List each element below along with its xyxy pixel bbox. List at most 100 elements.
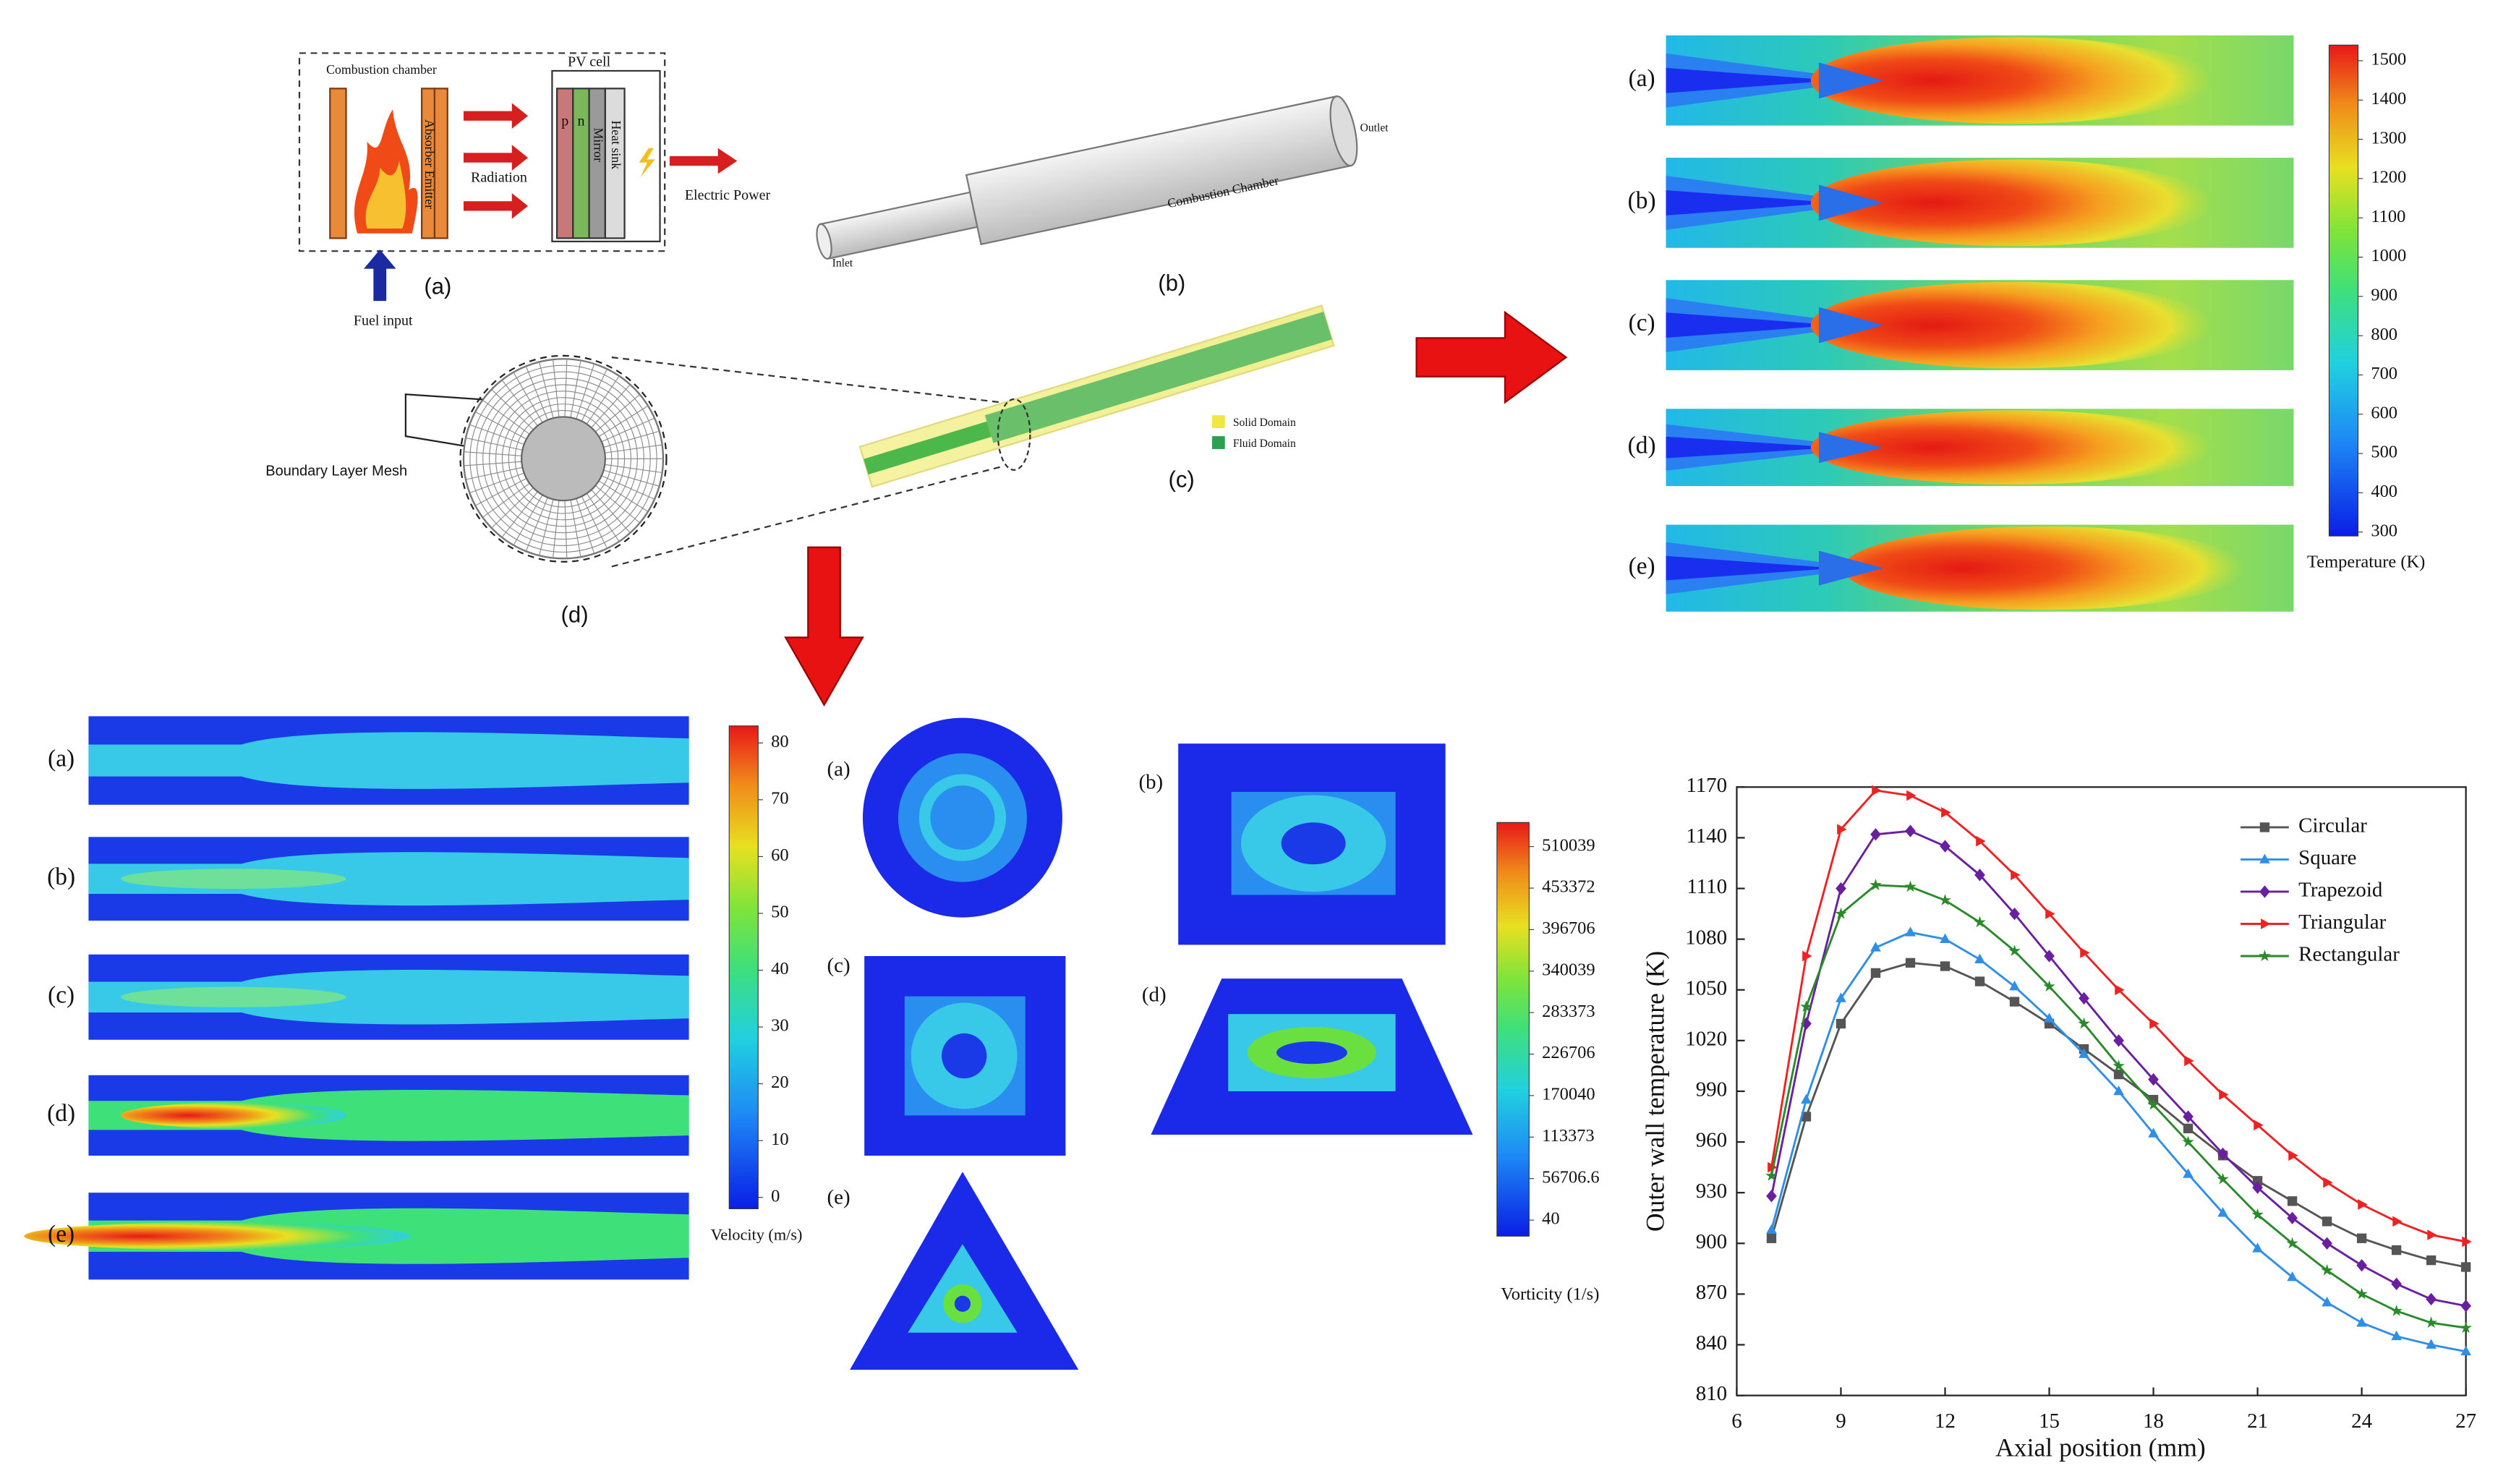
mesh-spoke xyxy=(465,466,523,480)
label: n xyxy=(577,114,584,129)
mesh-spoke xyxy=(605,444,662,453)
panel-label: (d) xyxy=(561,602,589,628)
mesh-spoke xyxy=(501,491,538,538)
marker xyxy=(1836,1018,1846,1029)
marker xyxy=(2252,1242,2263,1253)
mesh-boundary xyxy=(459,354,668,563)
marker xyxy=(1800,1000,1812,1012)
marker xyxy=(2358,1199,2368,1210)
mirror-layer xyxy=(588,88,606,239)
marker xyxy=(2460,1300,2471,1313)
dashed-box xyxy=(298,52,666,252)
section xyxy=(1276,1041,1347,1065)
mesh: Boundary Layer Mesh (d) xyxy=(265,354,1031,628)
series xyxy=(1768,785,2472,1248)
marker xyxy=(2043,980,2055,992)
shape xyxy=(864,421,992,475)
mesh-spoke xyxy=(469,472,524,494)
cold-core xyxy=(1666,189,1836,216)
marker xyxy=(1940,961,1951,971)
section xyxy=(1281,822,1346,865)
colorbar-tick-label: 60 xyxy=(771,845,788,865)
label: Electric Power xyxy=(685,187,771,203)
label: Fuel input xyxy=(354,313,413,329)
colorbar-tick-label: 453372 xyxy=(1542,877,1595,897)
flow-core xyxy=(88,852,689,906)
mesh-spoke xyxy=(469,424,524,445)
marker xyxy=(1974,869,1985,882)
legend-label: Trapezoid xyxy=(2298,879,2383,902)
colorbar-tick-label: 340039 xyxy=(1542,960,1595,979)
marker xyxy=(1837,824,1847,835)
marker xyxy=(1905,958,1916,968)
label: PV cell xyxy=(568,54,611,69)
flame xyxy=(1810,37,2214,124)
marker xyxy=(1976,835,1986,847)
radiation-arrows xyxy=(464,103,738,219)
marker xyxy=(2182,1135,2194,1148)
mesh-spoke xyxy=(491,389,534,430)
velocity-colorbar xyxy=(728,725,759,1209)
marker xyxy=(2115,984,2125,996)
marker xyxy=(1766,1233,1777,1243)
section-label: (a) xyxy=(827,758,850,781)
marker xyxy=(2426,1339,2437,1349)
velocity-contour xyxy=(88,837,689,921)
mesh-spoke xyxy=(525,497,548,552)
mesh-spoke xyxy=(598,405,649,438)
mesh-spoke xyxy=(581,496,608,549)
marker xyxy=(2356,1317,2367,1327)
section-label: (e) xyxy=(827,1186,850,1209)
mesh-spoke xyxy=(482,399,530,435)
mesh-spoke xyxy=(581,369,608,422)
domain-tube xyxy=(858,304,1335,488)
flame-notch xyxy=(1818,432,1883,464)
colorbar-tick-label: 30 xyxy=(771,1016,788,1036)
series xyxy=(1766,926,2471,1356)
x-tick-label: 15 xyxy=(2039,1410,2060,1433)
marker xyxy=(1836,882,1846,895)
colorbar-tick-label: 0 xyxy=(771,1186,780,1206)
marker xyxy=(2113,1085,2124,1096)
marker xyxy=(2009,997,2020,1007)
colorbar-tick-label: 40 xyxy=(1542,1209,1559,1229)
marker xyxy=(2425,1316,2437,1329)
mesh-spoke xyxy=(605,464,662,474)
marker xyxy=(2184,1055,2194,1067)
mesh-spoke xyxy=(513,372,543,423)
x-tick-label: 24 xyxy=(2351,1410,2372,1433)
mesh-spoke xyxy=(570,500,581,558)
marker xyxy=(2011,869,2021,881)
mesh-spoke xyxy=(525,366,548,420)
p-layer xyxy=(555,88,574,239)
bolt xyxy=(639,148,655,177)
mesh-spoke xyxy=(474,411,527,440)
shape xyxy=(997,398,1031,471)
marker xyxy=(1904,880,1917,892)
marker xyxy=(1941,807,1951,818)
label: Heat sink xyxy=(609,120,623,169)
mesh-spoke xyxy=(594,394,641,432)
series-line xyxy=(1770,961,2466,1268)
marker xyxy=(2259,950,2271,962)
marker xyxy=(2183,1168,2194,1178)
mesh-spoke xyxy=(591,384,631,428)
temperature-contour xyxy=(1666,158,2294,248)
arrow-right xyxy=(1415,310,1568,404)
marker xyxy=(2391,1245,2402,1255)
marker xyxy=(2183,1110,2194,1123)
marker xyxy=(2259,853,2270,863)
temperature-contour xyxy=(1666,35,2294,126)
marker xyxy=(2261,918,2271,929)
marker xyxy=(2286,1237,2298,1249)
marker xyxy=(2460,1321,2472,1334)
mesh-spoke xyxy=(601,475,655,500)
marker xyxy=(2392,1216,2403,1227)
marker xyxy=(1940,840,1951,853)
marker xyxy=(2183,1123,2194,1134)
colorbar-tick-label: 510039 xyxy=(1542,835,1595,855)
mesh-spoke xyxy=(474,477,527,506)
marker xyxy=(1870,828,1881,841)
colorbar-tick-label: 1500 xyxy=(2371,50,2406,69)
